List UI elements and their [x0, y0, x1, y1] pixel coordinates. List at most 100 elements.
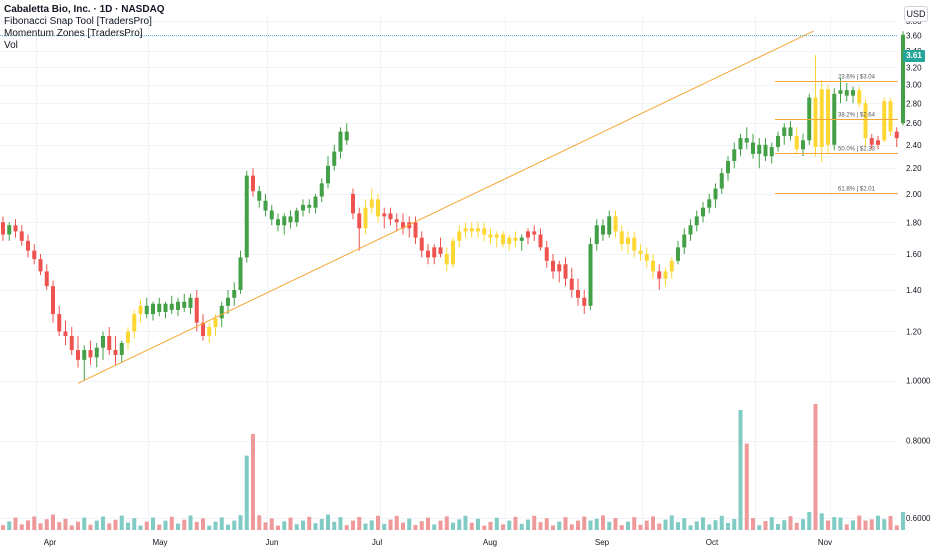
candle-body	[651, 260, 655, 272]
currency-button[interactable]: USD	[904, 6, 928, 22]
volume-bar	[688, 525, 693, 530]
volume-bar	[88, 524, 93, 530]
volume-bar	[838, 517, 843, 530]
volume-bar	[332, 521, 337, 530]
volume-bar	[213, 521, 218, 530]
volume-bar	[369, 520, 374, 530]
candle-body	[519, 237, 524, 241]
x-tick-label: Sep	[595, 538, 610, 547]
candle-body	[294, 210, 299, 223]
y-tick-label: 2.20	[906, 164, 922, 173]
indicator-momentum-label[interactable]: Momentum Zones [TradersPro]	[4, 28, 143, 39]
candle-body	[219, 305, 224, 319]
volume-bar	[451, 522, 455, 530]
candle-body	[138, 305, 143, 315]
candle-body	[751, 142, 755, 154]
volume-bar	[69, 525, 74, 530]
volume-bar	[813, 404, 818, 530]
volume-bar	[882, 519, 887, 530]
indicator-fibonacci-label[interactable]: Fibonacci Snap Tool [TradersPro]	[4, 16, 152, 27]
candle-body	[707, 199, 712, 208]
candle-body	[844, 90, 849, 96]
candle-body	[569, 278, 574, 290]
volume-bar	[694, 521, 699, 530]
candle-body	[419, 237, 424, 251]
volume-bar	[563, 517, 568, 530]
volume-bar	[413, 525, 418, 530]
candle-body	[51, 286, 55, 315]
volume-bar	[382, 523, 387, 530]
candle-body	[213, 318, 218, 328]
volume-bar	[32, 516, 37, 530]
chart-legend: Cabaletta Bio, Inc. · 1D · NASDAQ Fibona…	[4, 4, 165, 52]
volume-bar	[76, 521, 80, 530]
x-tick-label: Nov	[818, 538, 832, 547]
volume-bar	[426, 517, 430, 530]
candle-body	[888, 101, 893, 132]
candle-body	[694, 216, 699, 226]
candle-body	[469, 228, 474, 232]
volume-bar	[338, 517, 343, 530]
indicator-volume-label[interactable]: Vol	[4, 40, 18, 51]
volume-bar	[407, 518, 412, 530]
volume-bar	[294, 524, 299, 530]
volume-bar	[507, 520, 512, 530]
volume-bar	[169, 516, 174, 530]
symbol-title[interactable]: Cabaletta Bio, Inc. · 1D · NASDAQ	[4, 4, 165, 15]
candle-body	[1, 222, 5, 235]
volume-bar	[869, 519, 874, 530]
volume-bar	[569, 524, 574, 530]
candle-body	[57, 314, 62, 332]
candle-body	[107, 336, 112, 351]
volume-bar	[738, 410, 743, 530]
volume-bar	[807, 512, 812, 530]
candle-body	[282, 216, 287, 226]
volume-bar	[476, 518, 480, 530]
candle-body	[257, 191, 262, 201]
y-tick-label: 3.00	[906, 81, 922, 90]
volume-bar	[894, 525, 899, 530]
candle-body	[207, 327, 212, 337]
candle-body	[544, 247, 549, 261]
candle-body	[332, 151, 337, 166]
y-tick-label: 3.60	[906, 32, 922, 41]
volume-bar	[526, 519, 530, 530]
volume-bar	[757, 525, 762, 530]
volume-bar	[532, 515, 537, 530]
candle-body	[394, 219, 399, 223]
volume-bar	[463, 515, 468, 530]
candle-body	[463, 228, 468, 232]
volume-bar	[701, 517, 705, 530]
candle-body	[501, 234, 505, 245]
candle-body	[701, 207, 705, 217]
candle-body	[119, 342, 124, 355]
volume-bar	[826, 520, 830, 530]
candle-body	[7, 225, 12, 235]
candle-body	[263, 200, 268, 211]
candle-body	[726, 160, 730, 174]
volume-bar	[251, 434, 255, 530]
volume-bar	[326, 514, 330, 530]
candle-body	[488, 234, 493, 238]
volume-bar	[444, 516, 449, 530]
candle-body	[157, 303, 162, 312]
candle-body	[163, 303, 168, 312]
volume-bar	[588, 520, 593, 530]
candle-body	[176, 301, 180, 310]
candle-body	[344, 131, 349, 141]
volume-bar	[113, 519, 118, 530]
candle-body	[563, 264, 568, 279]
volume-bar	[94, 520, 99, 530]
candle-body	[507, 237, 512, 245]
volume-bar	[582, 516, 587, 530]
volume-bar	[557, 521, 562, 530]
candle-body	[863, 103, 868, 139]
volume-bar	[232, 520, 237, 530]
volume-bar	[269, 518, 274, 530]
candle-body	[632, 237, 637, 251]
candle-body	[782, 127, 787, 136]
candle-body	[513, 237, 518, 241]
candle-body	[444, 253, 449, 265]
candle-body	[32, 250, 37, 260]
